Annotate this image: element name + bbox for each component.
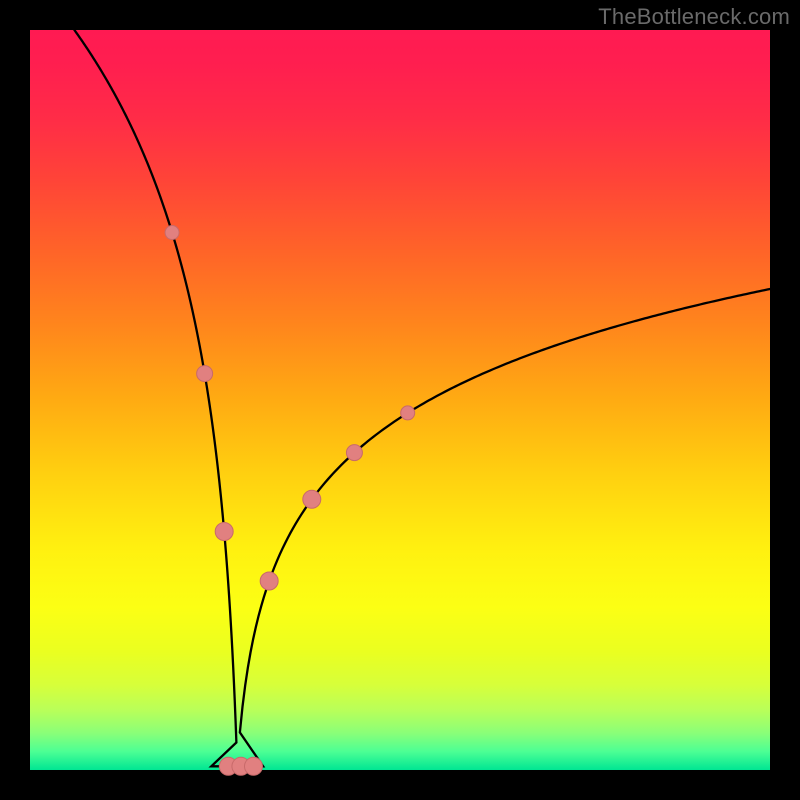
bottleneck-chart [0, 0, 800, 800]
data-point [346, 445, 362, 461]
data-point [244, 757, 262, 775]
data-point [303, 490, 321, 508]
data-point [260, 572, 278, 590]
data-point [165, 226, 179, 240]
gradient-background [30, 30, 770, 770]
watermark-text: TheBottleneck.com [598, 4, 790, 30]
chart-container: { "watermark": { "text": "TheBottleneck.… [0, 0, 800, 800]
data-point [401, 406, 415, 420]
data-point [197, 366, 213, 382]
data-point [215, 522, 233, 540]
